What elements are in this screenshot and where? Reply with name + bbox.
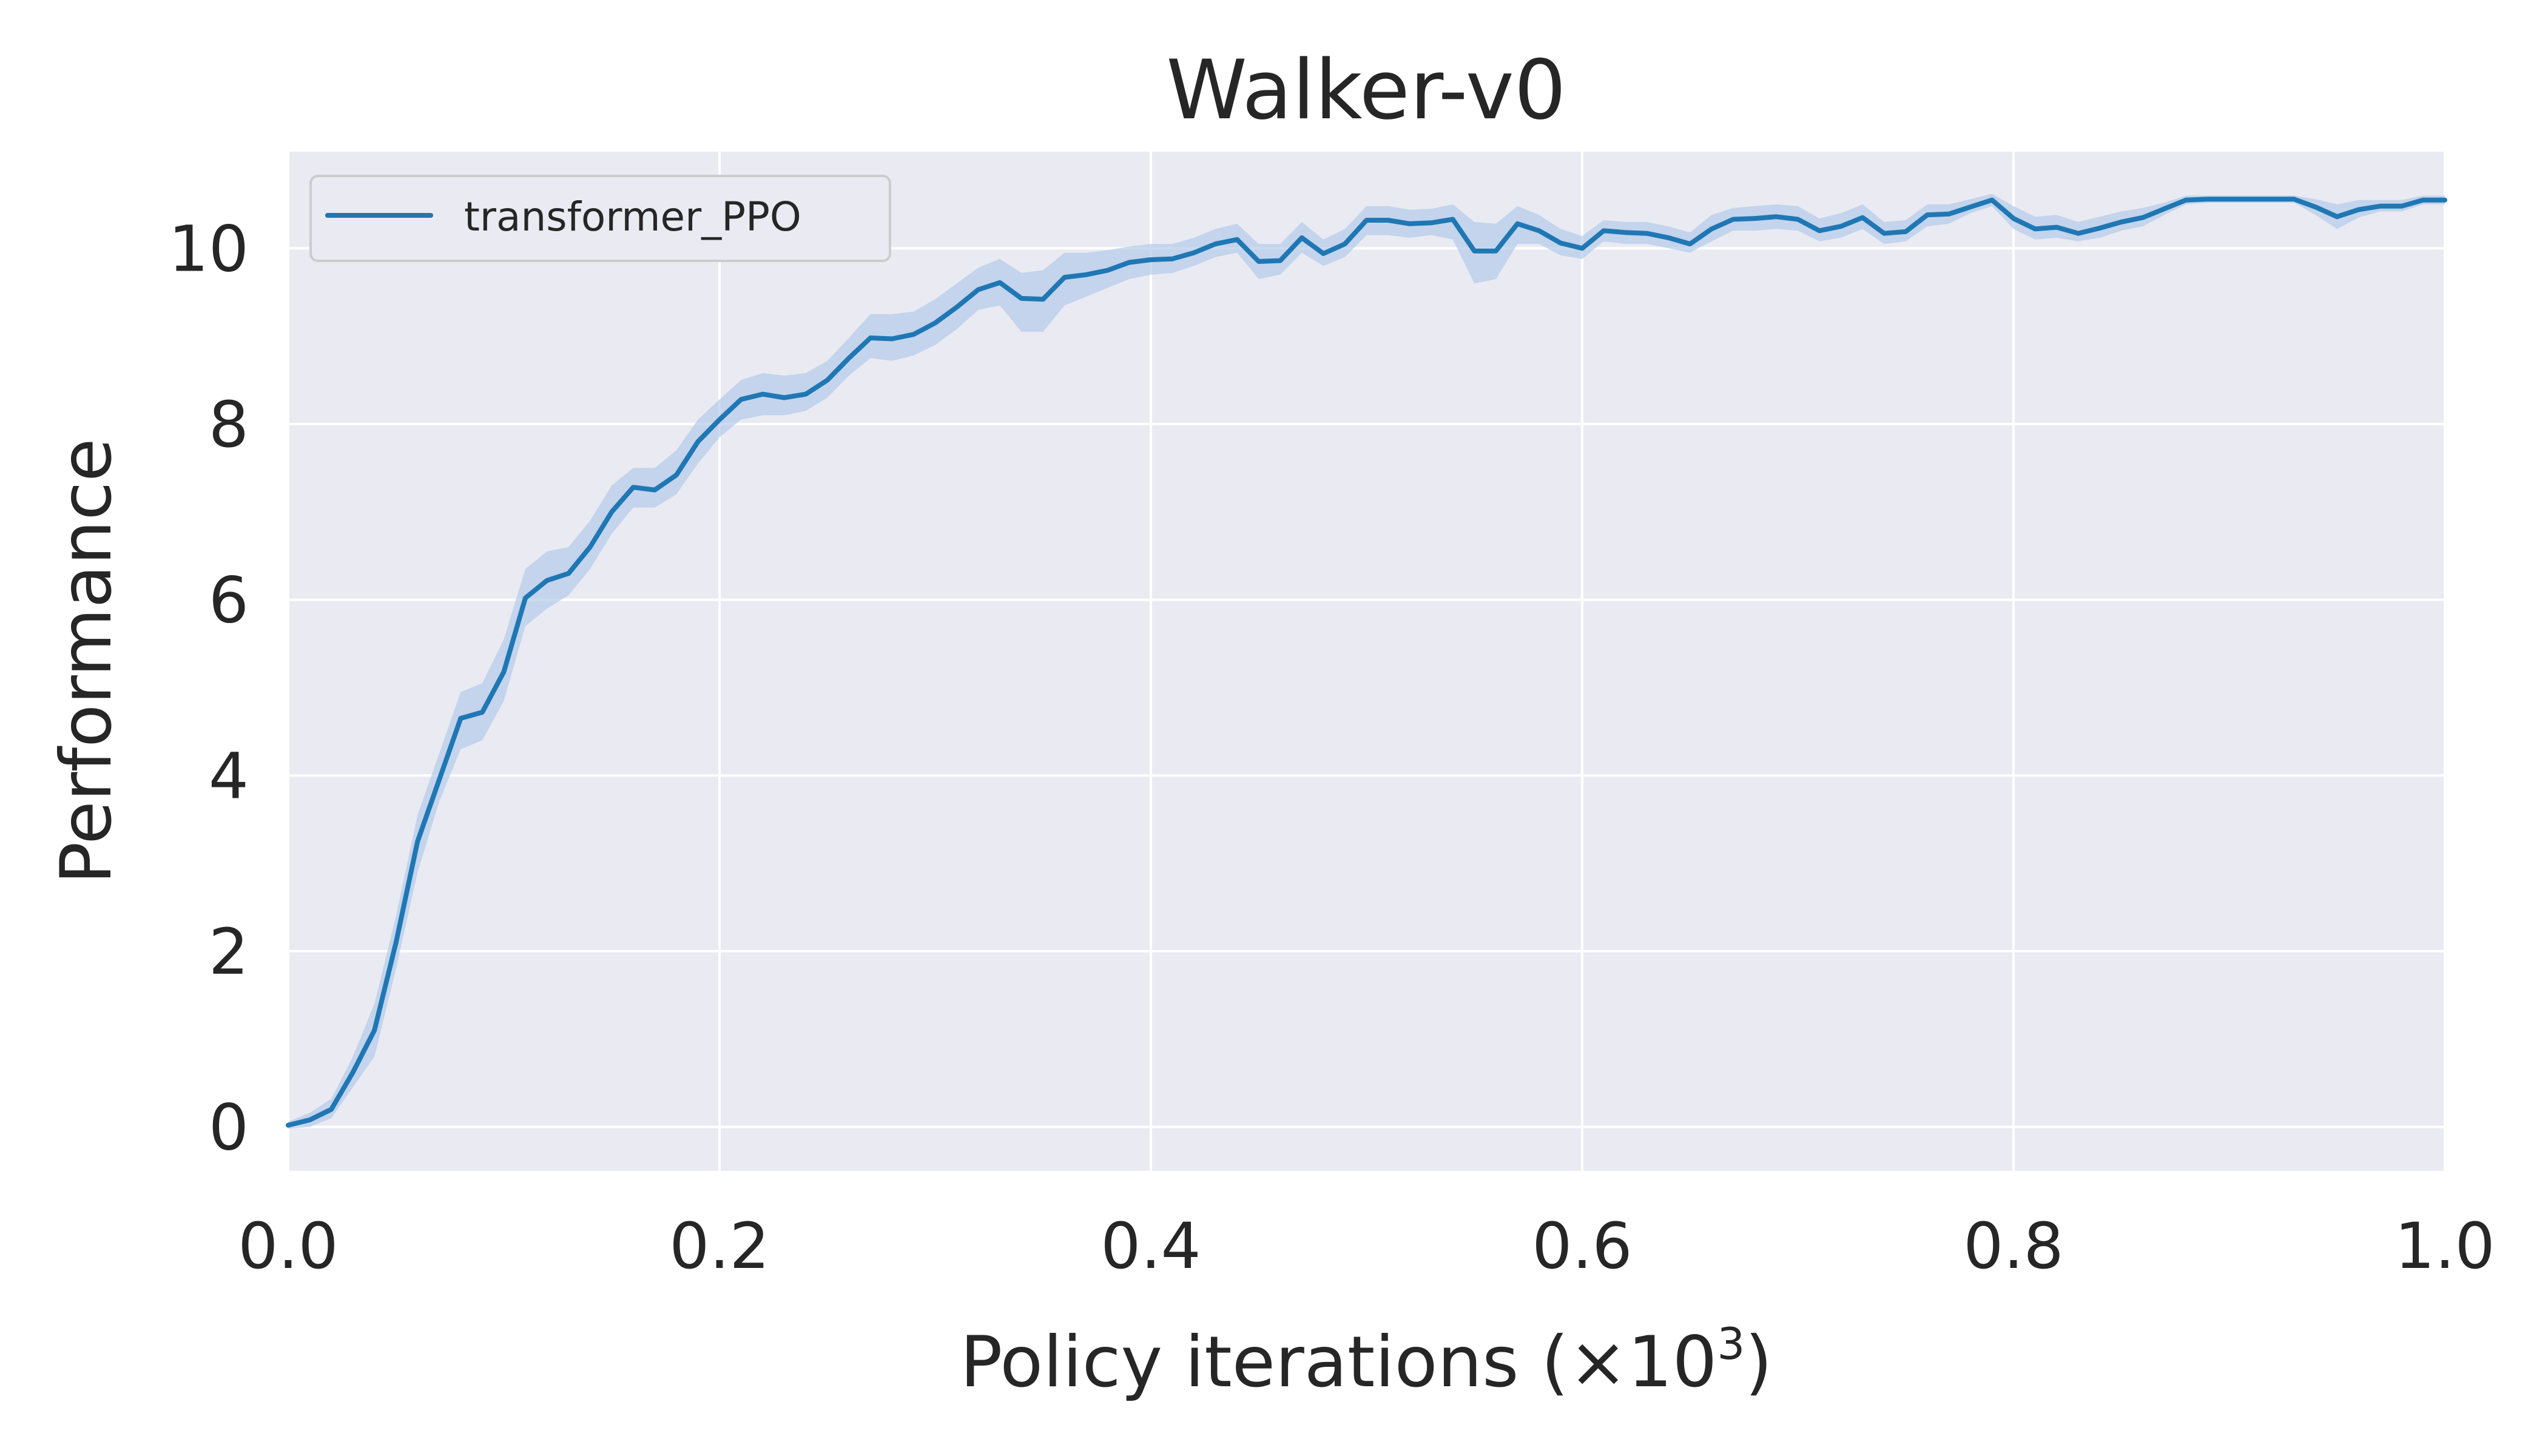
x-tick-label: 0.0 [238,1209,338,1283]
y-tick-label: 4 [209,739,249,813]
series-line-transformer_PPO [286,197,2447,1128]
y-tick-label: 0 [209,1091,249,1165]
x-tick-label: 1.0 [2395,1209,2495,1283]
x-tick-labels: 0.0 0.2 0.4 0.6 0.8 1.0 [238,1209,2495,1283]
y-tick-labels: 0 2 4 6 8 10 [169,212,249,1164]
x-axis-label-base: Policy iterations (×10 [960,1321,1717,1403]
series-lines [286,197,2447,1128]
x-axis-label-sup: 3 [1717,1318,1745,1369]
y-tick-label: 8 [209,388,249,462]
y-axis-label: Performance [46,438,127,884]
chart-title: Walker-v0 [1166,42,1566,138]
y-tick-label: 10 [169,212,249,286]
x-axis-label: Policy iterations (×103) [960,1318,1772,1403]
x-tick-label: 0.4 [1100,1209,1201,1283]
legend: transformer_PPO [309,175,891,262]
x-tick-label: 0.6 [1532,1209,1632,1283]
x-axis-label-end: ) [1745,1321,1772,1403]
legend-label: transformer_PPO [464,194,801,240]
y-tick-label: 6 [209,564,249,638]
legend-box [309,175,891,262]
y-tick-label: 2 [209,915,249,989]
x-tick-label: 0.2 [669,1209,769,1283]
x-tick-label: 0.8 [1963,1209,2063,1283]
plot-background [288,152,2445,1171]
